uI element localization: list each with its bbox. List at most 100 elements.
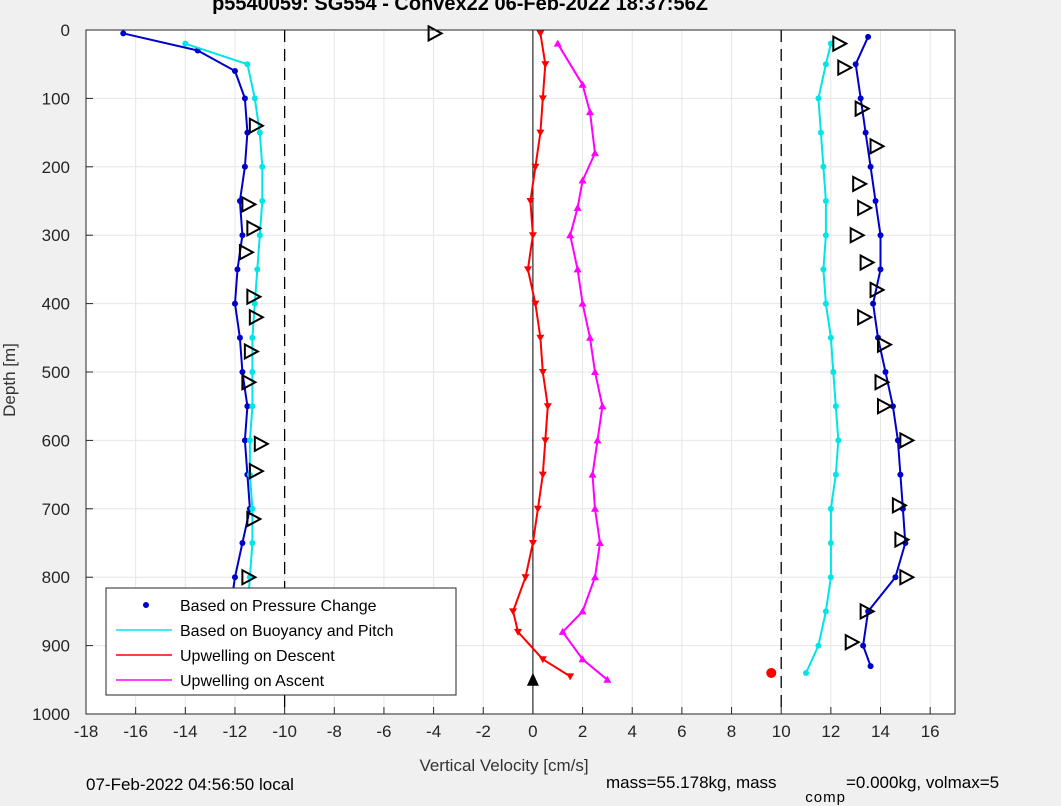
x-tick-label: -4 [426, 722, 441, 741]
y-axis-label: Depth [m] [0, 343, 19, 417]
x-tick-label: 12 [821, 722, 840, 741]
legend-label: Upwelling on Ascent [180, 673, 325, 690]
data-point [867, 163, 874, 170]
triangle-marker [248, 308, 265, 326]
legend-label: Based on Buoyancy and Pitch [180, 623, 393, 640]
data-point [509, 608, 518, 616]
legend-swatch [143, 602, 149, 608]
x-tick-label: 10 [772, 722, 791, 741]
data-point [531, 163, 540, 171]
data-point [254, 266, 261, 273]
triangle-marker [857, 199, 874, 217]
data-point [815, 95, 822, 102]
data-point [249, 505, 256, 512]
data-point [531, 300, 540, 308]
data-point [538, 471, 547, 479]
triangle-marker [859, 602, 876, 621]
triangle-marker [894, 530, 911, 549]
chart-title: p5540059: SG554 - Convex22 06-Feb-2022 1… [212, 0, 708, 15]
x-axis: -18 -16 -14 -12 -10 -8 -6 -4 -2 0 2 4 6 8 10 12 14 16 [74, 707, 940, 741]
data-point [590, 368, 599, 375]
triangle-marker [241, 195, 258, 214]
footer-mass: mass=55.178kg, mass comp=0.000kg, volmax… [606, 773, 999, 806]
triangle-marker [876, 397, 894, 415]
data-point [590, 573, 599, 581]
data-point [822, 608, 829, 615]
x-tick-label: -12 [223, 722, 248, 741]
data-point [852, 61, 859, 68]
data-point [590, 504, 599, 512]
data-point [822, 61, 829, 68]
data-point [578, 176, 587, 184]
triangle-marker [238, 243, 256, 261]
data-point [586, 108, 595, 116]
x-tick-label: 6 [677, 722, 686, 741]
mass-text: mass=55.178kg, mass [606, 773, 777, 792]
x-tick-label: -16 [123, 722, 148, 741]
y-tick-label: 600 [42, 431, 70, 450]
x-tick-label: 14 [871, 722, 890, 741]
data-point [528, 540, 537, 547]
data-point [528, 232, 537, 240]
data-point [120, 30, 127, 37]
data-point [259, 163, 266, 170]
data-point [533, 505, 542, 513]
data-point [251, 300, 258, 307]
triangle-marker [253, 435, 270, 453]
y-axis: 0 100 200 300 400 500 600 700 800 900 1000 [32, 21, 93, 724]
data-point [588, 470, 597, 478]
data-point [239, 540, 246, 546]
data-point [827, 574, 834, 581]
data-point [249, 334, 256, 341]
x-tick-label: -10 [272, 722, 297, 741]
data-point [249, 403, 256, 410]
triangle-marker [869, 281, 886, 299]
data-point [536, 30, 545, 38]
data-point [835, 437, 842, 444]
data-point [832, 403, 839, 410]
data-point [521, 574, 530, 582]
data-point [877, 232, 884, 239]
legend: Based on Pressure Change Based on Buoyanc… [105, 587, 457, 696]
data-point [231, 300, 238, 307]
data-point [246, 437, 253, 444]
x-tick-label: -8 [327, 722, 342, 741]
data-point [586, 333, 595, 341]
data-point [595, 539, 604, 546]
data-point [822, 300, 829, 307]
y-tick-label: 900 [42, 637, 70, 656]
data-point [832, 471, 839, 478]
data-point [573, 203, 582, 211]
x-tick-label: -18 [74, 722, 99, 741]
data-point [259, 198, 266, 204]
data-point [249, 369, 256, 375]
y-tick-label: 100 [42, 89, 70, 108]
data-point [867, 663, 874, 670]
data-point [857, 95, 864, 102]
data-point [553, 39, 562, 47]
legend-box [105, 587, 457, 696]
data-point [578, 655, 587, 663]
y-tick-label: 200 [42, 158, 70, 177]
triangle-marker [849, 226, 866, 244]
y-tick-label: 400 [42, 295, 70, 314]
data-point [865, 33, 872, 40]
data-point [822, 232, 829, 239]
data-point [541, 437, 550, 445]
triangle-marker [874, 373, 891, 391]
data-point [817, 129, 824, 136]
data-point [578, 299, 587, 307]
data-point [526, 198, 535, 205]
legend-label: Based on Pressure Change [180, 598, 377, 615]
data-point [830, 369, 837, 375]
data-point [541, 61, 550, 69]
data-point [256, 129, 263, 136]
data-point [566, 231, 575, 239]
comp-subscript: comp [805, 789, 846, 806]
data-point [870, 300, 877, 307]
data-point [241, 163, 248, 170]
series-line [122, 32, 251, 646]
triangle-marker [857, 308, 874, 326]
data-point [523, 266, 532, 274]
